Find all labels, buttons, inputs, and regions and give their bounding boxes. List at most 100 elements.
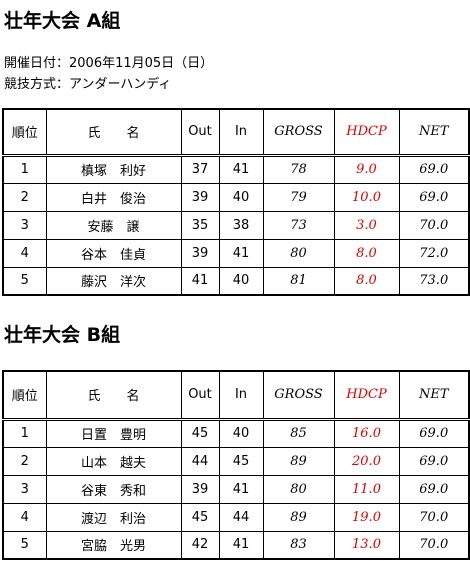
cell: 83 <box>262 530 335 560</box>
cell: 72.0 <box>398 238 470 268</box>
cell: 13.0 <box>333 530 400 560</box>
cell: 41 <box>218 530 264 560</box>
cell: 69.0 <box>398 474 470 504</box>
cell: 41 <box>218 154 264 184</box>
cell: 3 <box>2 474 47 504</box>
cell: 11.0 <box>333 474 400 504</box>
cell: 69.0 <box>398 154 470 184</box>
cell: 70.0 <box>398 502 470 532</box>
cell: 38 <box>218 210 264 240</box>
cell: 2 <box>2 446 47 476</box>
cell: 41 <box>180 266 220 296</box>
cell: 70.0 <box>398 530 470 560</box>
cell: 10.0 <box>333 182 400 212</box>
cell: 白井 俊治 <box>45 182 182 212</box>
cell: 80 <box>262 474 335 504</box>
cell: 5 <box>2 530 47 560</box>
cell: 45 <box>180 418 220 448</box>
cell: 谷本 佳貞 <box>45 238 182 268</box>
cell: 89 <box>262 502 335 532</box>
cell: 45 <box>180 502 220 532</box>
cell: 39 <box>180 474 220 504</box>
header-cell: In <box>218 108 264 157</box>
cell: 20.0 <box>333 446 400 476</box>
header-row: 順位氏 名 Out In GROSS HDCP NET <box>2 370 470 421</box>
data-row: 2 山本 越夫 44 45 89 20.0 69.0 <box>2 446 470 476</box>
cell: 85 <box>262 418 335 448</box>
cell: 宮脇 光男 <box>45 530 182 560</box>
data-row: 4 谷本 佳貞 39 41 80 8.0 72.0 <box>2 238 470 268</box>
header-cell: GROSS <box>262 108 335 157</box>
header-cell: HDCP <box>333 370 400 421</box>
cell: 73 <box>262 210 335 240</box>
cell: 40 <box>218 266 264 296</box>
section-title: 壮年大会 A組 <box>4 10 121 32</box>
header-cell: NET <box>398 108 470 157</box>
cell: 80 <box>262 238 335 268</box>
info-line: 開催日付：2006年11月05日（日） <box>4 56 214 71</box>
data-row: 2 白井 俊治 39 40 79 10.0 69.0 <box>2 182 470 212</box>
data-row: 3 谷東 秀和 39 41 80 11.0 69.0 <box>2 474 470 504</box>
cell: 35 <box>180 210 220 240</box>
cell: 40 <box>218 182 264 212</box>
header-cell: Out <box>180 108 220 157</box>
info-line: 競技方式：アンダーハンディ <box>4 77 172 92</box>
data-row: 3 安藤 譲 35 38 73 3.0 70.0 <box>2 210 470 240</box>
cell: 79 <box>262 182 335 212</box>
cell: 槙塚 利好 <box>45 154 182 184</box>
cell: 69.0 <box>398 182 470 212</box>
data-row: 5 藤沢 洋次 41 40 81 8.0 73.0 <box>2 266 470 296</box>
header-cell: In <box>218 370 264 421</box>
cell: 44 <box>218 502 264 532</box>
cell: 16.0 <box>333 418 400 448</box>
cell: 2 <box>2 182 47 212</box>
cell: 89 <box>262 446 335 476</box>
cell: 41 <box>218 238 264 268</box>
data-row: 5 宮脇 光男 42 41 83 13.0 70.0 <box>2 530 470 560</box>
data-row: 1 槙塚 利好 37 41 78 9.0 69.0 <box>2 154 470 184</box>
cell: 45 <box>218 446 264 476</box>
header-cell: 順位 <box>2 370 47 421</box>
cell: 5 <box>2 266 47 296</box>
cell: 42 <box>180 530 220 560</box>
cell: 渡辺 利治 <box>45 502 182 532</box>
cell: 3 <box>2 210 47 240</box>
header-cell: 氏 名 <box>45 108 182 157</box>
header-cell: NET <box>398 370 470 421</box>
cell: 39 <box>180 182 220 212</box>
cell: 1 <box>2 154 47 184</box>
cell: 1 <box>2 418 47 448</box>
header-cell: HDCP <box>333 108 400 157</box>
cell: 70.0 <box>398 210 470 240</box>
cell: 73.0 <box>398 266 470 296</box>
header-cell: 氏 名 <box>45 370 182 421</box>
header-cell: GROSS <box>262 370 335 421</box>
header-cell: Out <box>180 370 220 421</box>
cell: 山本 越夫 <box>45 446 182 476</box>
cell: 谷東 秀和 <box>45 474 182 504</box>
data-row: 1 日置 豊明 45 40 85 16.0 69.0 <box>2 418 470 448</box>
cell: 4 <box>2 502 47 532</box>
header-cell: 順位 <box>2 108 47 157</box>
cell: 日置 豊明 <box>45 418 182 448</box>
cell: 40 <box>218 418 264 448</box>
score-table: 順位氏 名 Out In GROSS HDCP NET 1 槙塚 利好 37 41 78 9.0 69.… <box>2 108 470 296</box>
cell: 8.0 <box>333 266 400 296</box>
cell: 44 <box>180 446 220 476</box>
cell: 69.0 <box>398 446 470 476</box>
cell: 3.0 <box>333 210 400 240</box>
score-table: 順位氏 名 Out In GROSS HDCP NET 1 日置 豊明 45 40 85 16.0 69… <box>2 370 470 560</box>
cell: 78 <box>262 154 335 184</box>
header-row: 順位氏 名 Out In GROSS HDCP NET <box>2 108 470 157</box>
cell: 安藤 譲 <box>45 210 182 240</box>
cell: 69.0 <box>398 418 470 448</box>
cell: 8.0 <box>333 238 400 268</box>
cell: 37 <box>180 154 220 184</box>
cell: 藤沢 洋次 <box>45 266 182 296</box>
cell: 19.0 <box>333 502 400 532</box>
cell: 9.0 <box>333 154 400 184</box>
cell: 4 <box>2 238 47 268</box>
section-title: 壮年大会 B組 <box>4 324 121 346</box>
data-row: 4 渡辺 利治 45 44 89 19.0 70.0 <box>2 502 470 532</box>
